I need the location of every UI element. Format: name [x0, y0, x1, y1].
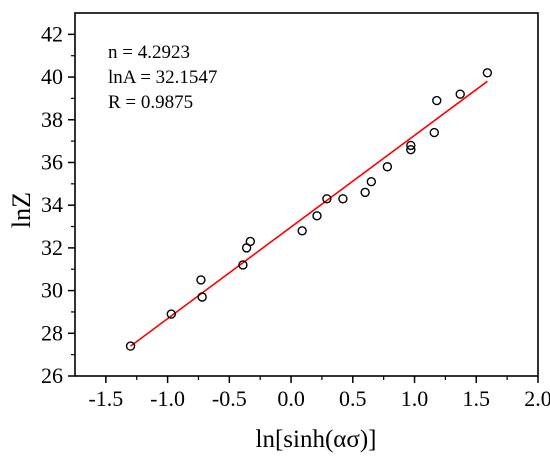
x-tick-label: 0.5: [339, 386, 367, 411]
x-axis-label: ln[sinh(ασ)]: [256, 426, 377, 453]
data-points: [125, 68, 493, 351]
data-point: [432, 95, 442, 106]
fit-line-group: [130, 80, 488, 347]
fit-line: [130, 80, 488, 347]
data-point: [312, 211, 322, 221]
data-point: [338, 194, 348, 204]
data-point: [322, 194, 332, 204]
x-axis: -1.5 -1.0 -0.5 0.0 0.5 1.0 1.5 2.0: [88, 376, 550, 411]
x-tick-label: -1.0: [150, 386, 185, 411]
data-point: [482, 68, 493, 78]
x-tick-label: 1.0: [401, 386, 429, 411]
data-point: [297, 226, 307, 236]
data-point: [238, 260, 248, 270]
annotation-text: R = 0.9875: [108, 92, 193, 113]
data-point: [197, 292, 207, 302]
data-point: [166, 309, 177, 319]
annotation-text: lnA = 32.1547: [108, 67, 217, 88]
y-tick-label: 26: [41, 363, 63, 388]
data-point: [406, 140, 416, 151]
data-point: [245, 236, 256, 247]
data-point: [196, 275, 206, 285]
plot-border: [74, 12, 539, 377]
data-point: [366, 176, 377, 187]
x-tick-label: 0.0: [277, 386, 305, 411]
y-axis-label: lnZ: [7, 192, 36, 228]
data-point: [455, 89, 465, 99]
y-tick-label: 34: [41, 192, 63, 217]
data-point: [382, 162, 393, 172]
y-tick-label: 38: [41, 107, 63, 132]
data-point: [125, 341, 136, 351]
y-axis: 26 28 30 32 34 36 38 40 42: [41, 21, 75, 388]
plot-frame: [74, 12, 539, 377]
data-point: [429, 127, 439, 138]
x-tick-label: -0.5: [212, 386, 247, 411]
annotation-box: n = 4.2923 lnA = 32.1547 R = 0.9875: [108, 42, 217, 113]
y-tick-label: 30: [41, 278, 63, 303]
y-tick-label: 28: [41, 320, 63, 345]
x-tick-label: 1.5: [463, 386, 491, 411]
y-tick-label: 36: [41, 149, 63, 174]
x-tick-label: 2.0: [524, 386, 550, 411]
annotation-text: n = 4.2923: [108, 42, 190, 63]
y-tick-label: 32: [41, 235, 63, 260]
data-point: [406, 144, 416, 155]
data-point: [360, 187, 370, 198]
x-tick-label: -1.5: [88, 386, 123, 411]
y-tick-label: 40: [41, 64, 63, 89]
y-tick-label: 42: [41, 21, 63, 46]
